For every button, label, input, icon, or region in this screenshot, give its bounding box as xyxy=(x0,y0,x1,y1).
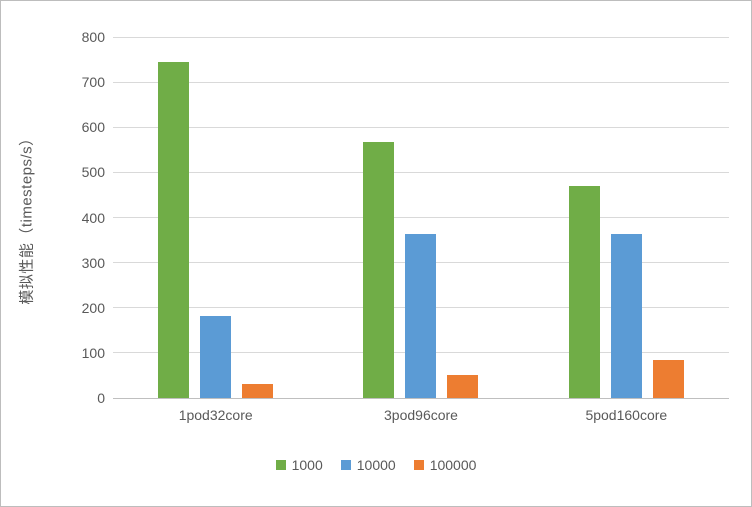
bar-100000-1pod32core xyxy=(242,383,274,398)
y-tick-label: 600 xyxy=(81,119,105,136)
bar-10000-3pod96core xyxy=(405,233,437,398)
legend-item-100000: 100000 xyxy=(413,457,477,473)
legend-label: 100000 xyxy=(429,457,477,473)
y-tick-label: 300 xyxy=(81,254,105,271)
y-tick-label: 800 xyxy=(81,29,105,45)
y-axis-title: 模拟性能（timesteps/s） xyxy=(9,37,43,398)
bar-1000-3pod96core xyxy=(363,142,395,398)
legend-item-1000: 1000 xyxy=(275,457,323,473)
legend: 1000 10000 100000 xyxy=(1,457,751,473)
bar-group-3pod96core xyxy=(318,37,523,398)
legend-swatch-icon xyxy=(340,460,351,470)
bar-10000-5pod160core xyxy=(610,233,642,398)
bar-1000-5pod160core xyxy=(568,186,600,398)
y-tick-label: 0 xyxy=(97,390,105,406)
x-axis-line xyxy=(113,397,729,399)
y-axis-ticks: 0 100 200 300 400 500 600 700 800 xyxy=(57,30,105,405)
x-tick-label-1pod32core: 1pod32core xyxy=(178,407,253,423)
x-tick-label-5pod160core: 5pod160core xyxy=(585,407,668,423)
bar-groups xyxy=(113,37,729,398)
gridline xyxy=(113,126,729,128)
y-tick-label: 100 xyxy=(81,344,105,361)
bar-group-1pod32core xyxy=(113,37,318,398)
legend-label: 1000 xyxy=(291,457,323,473)
plot-area xyxy=(113,36,729,399)
bar-100000-5pod160core xyxy=(652,360,684,398)
bar-10000-1pod32core xyxy=(200,315,232,398)
y-tick-label: 200 xyxy=(81,299,105,316)
y-tick-label: 500 xyxy=(81,164,105,181)
y-tick-label: 400 xyxy=(81,209,105,226)
gridline xyxy=(113,171,729,173)
legend-item-10000: 10000 xyxy=(340,457,396,473)
gridline xyxy=(113,36,729,38)
y-axis-title-text: 模拟性能（timesteps/s） xyxy=(18,130,36,305)
legend-swatch-icon xyxy=(275,460,286,470)
legend-swatch-icon xyxy=(413,460,424,470)
bar-1000-1pod32core xyxy=(158,61,190,398)
bar-100000-3pod96core xyxy=(447,375,479,398)
legend-label: 10000 xyxy=(356,457,396,473)
bar-group-5pod160core xyxy=(524,37,729,398)
x-axis-labels: 1pod32core 3pod96core 5pod160core xyxy=(113,407,729,423)
y-tick-label: 700 xyxy=(81,74,105,91)
gridline xyxy=(113,217,729,218)
gridline xyxy=(113,81,729,83)
x-tick-label-3pod96core: 3pod96core xyxy=(384,407,458,423)
